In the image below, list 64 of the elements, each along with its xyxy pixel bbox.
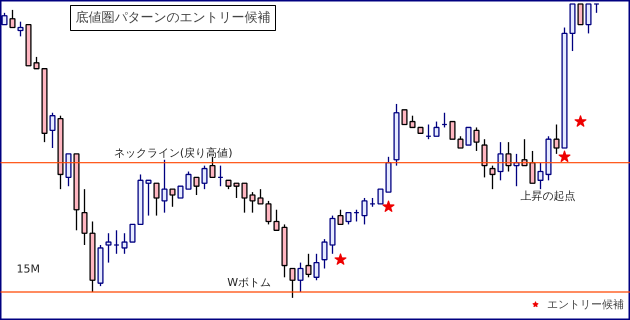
candlestick — [473, 126, 480, 152]
candlestick — [9, 9, 16, 28]
candlestick — [457, 136, 464, 149]
candlestick — [401, 109, 408, 126]
legend-label: エントリー候補 — [547, 296, 624, 312]
text: 底値圏パターンのエントリー候補 — [76, 10, 270, 26]
candlestick — [465, 126, 472, 146]
annotation: 15M — [16, 262, 40, 276]
annotation: 上昇の起点 — [520, 190, 576, 202]
candlestick — [33, 56, 40, 70]
candlestick — [313, 253, 320, 281]
candlestick — [585, 3, 592, 34]
candlestick — [121, 232, 128, 254]
candlestick — [449, 120, 456, 140]
ref-line-label: Wボトム — [227, 276, 272, 289]
candlestick — [537, 162, 544, 190]
candlestick — [353, 209, 360, 222]
candlestick — [257, 188, 264, 204]
candlestick — [265, 200, 272, 226]
candlestick — [169, 188, 176, 208]
candlestick — [337, 209, 344, 226]
candlestick — [577, 3, 584, 26]
candlestick — [377, 188, 384, 204]
candlestick — [409, 115, 416, 128]
candlestick — [129, 224, 136, 243]
candlestick — [105, 232, 112, 264]
candlestick — [289, 268, 296, 299]
candlestick — [297, 262, 304, 293]
candlestick — [361, 197, 368, 226]
candlestick — [65, 153, 72, 187]
candlestick — [273, 209, 280, 231]
candlestick — [489, 164, 496, 190]
candlestick — [185, 170, 192, 190]
candlestick — [241, 182, 248, 214]
candlestick — [441, 112, 448, 128]
candlestick — [177, 186, 184, 199]
candlestick — [305, 253, 312, 278]
candlestick — [529, 150, 536, 184]
candlestick — [481, 138, 488, 178]
point — [334, 253, 347, 266]
candlestick — [193, 176, 200, 196]
candlestick — [113, 230, 120, 254]
candlestick — [249, 191, 256, 214]
candlestick — [49, 112, 56, 149]
candlestick — [321, 238, 328, 270]
candlestick — [505, 141, 512, 172]
point — [574, 115, 587, 127]
candlestick — [209, 156, 216, 178]
candlestick — [345, 212, 352, 226]
candlestick — [217, 164, 224, 187]
candlestick — [433, 120, 440, 137]
candlestick — [233, 182, 240, 199]
point — [558, 150, 571, 162]
candlestick — [153, 182, 160, 216]
candlestick — [425, 124, 432, 140]
candlestick — [201, 164, 208, 190]
candlestick — [161, 159, 168, 214]
point — [382, 200, 395, 212]
candlestick — [17, 21, 24, 37]
candlestick — [553, 124, 560, 155]
candlestick — [497, 141, 504, 181]
candlestick — [145, 180, 152, 216]
candlestick — [81, 188, 88, 246]
ref-line-label: ネックライン(戻り高値) — [114, 146, 232, 160]
